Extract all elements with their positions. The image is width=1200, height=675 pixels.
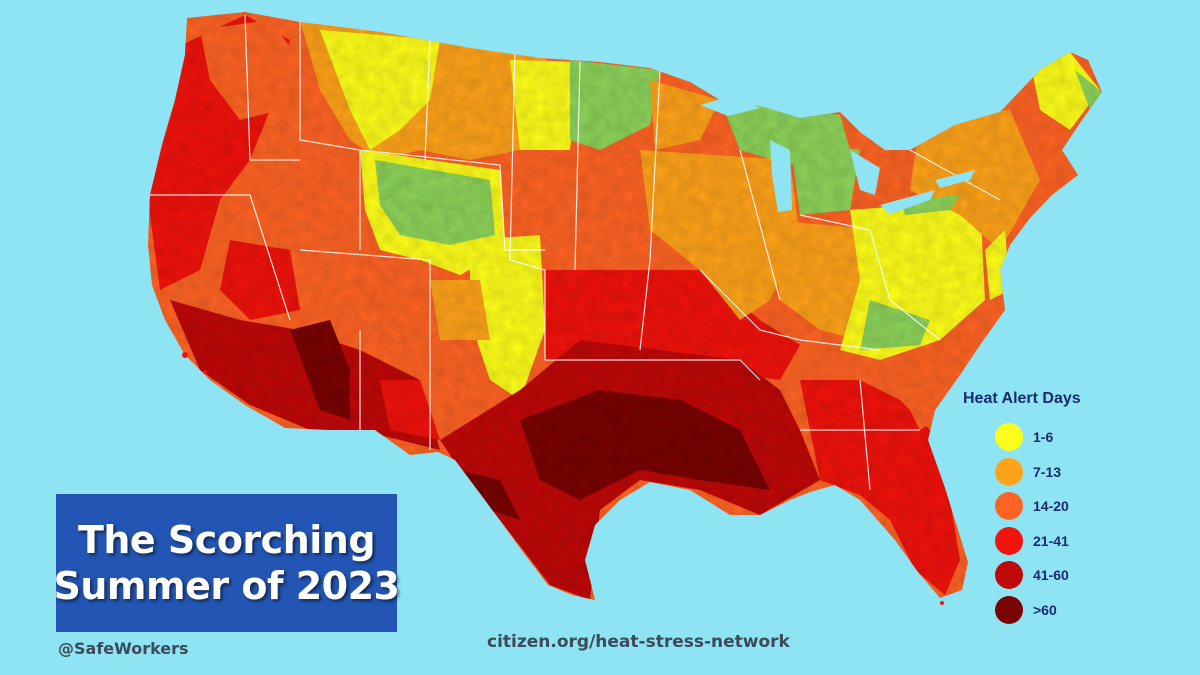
legend-label: 41-60 (1033, 567, 1069, 584)
legend-item: >60 (955, 593, 1105, 628)
legend-swatch (995, 423, 1023, 452)
legend: Heat Alert Days 1-6 7-13 14-20 21-41 41-… (955, 390, 1105, 627)
legend-swatch (995, 526, 1023, 555)
legend-item: 1-6 (955, 420, 1105, 455)
legend-item: 14-20 (955, 489, 1105, 524)
legend-label: 21-41 (1033, 532, 1069, 549)
state-borders (150, 14, 1001, 491)
coastal-islands (182, 352, 944, 605)
legend-swatch (995, 561, 1023, 590)
legend-swatch (995, 457, 1023, 486)
legend-item: 41-60 (955, 558, 1105, 593)
legend-label: 1-6 (1033, 429, 1054, 446)
legend-swatch (995, 595, 1023, 624)
legend-label: 14-20 (1033, 498, 1069, 515)
legend-swatch (995, 492, 1023, 521)
title-line-2: Summer of 2023 (53, 564, 400, 608)
title-line-1: The Scorching (77, 518, 376, 562)
legend-label: 7-13 (1033, 463, 1062, 480)
legend-item: 21-41 (955, 524, 1105, 559)
legend-title: Heat Alert Days (963, 390, 1081, 407)
source-url: citizen.org/heat-stress-network (487, 632, 790, 652)
title-banner: The Scorching Summer of 2023 (53, 494, 400, 632)
legend-item: 7-13 (955, 455, 1105, 490)
social-handle: @SafeWorkers (58, 639, 189, 658)
great-lakes (700, 95, 975, 214)
legend-label: >60 (1033, 601, 1057, 618)
